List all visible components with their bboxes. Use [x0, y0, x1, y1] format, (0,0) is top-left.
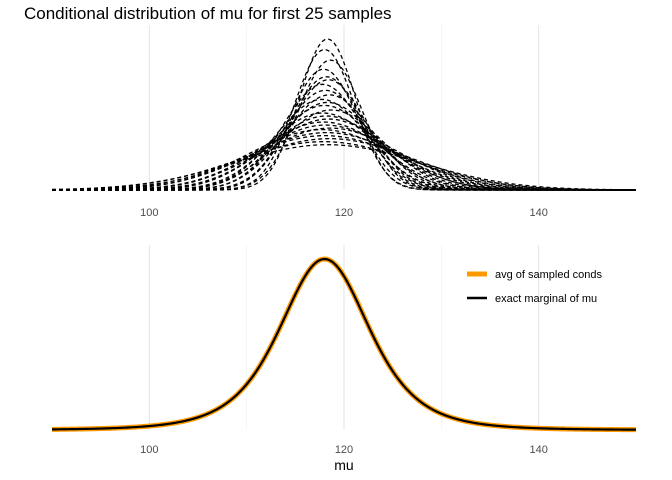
chart-title: Conditional distribution of mu for first… [24, 4, 392, 23]
x-tick-label: 120 [335, 444, 353, 456]
legend-label-avg-of-sampled-conds: avg of sampled conds [495, 269, 603, 281]
conditional-density-line-19 [52, 127, 636, 191]
conditional-density-line-25 [51, 144, 637, 191]
conditional-density-line-7 [52, 83, 636, 191]
bottom-x-tick-labels: 100 120 140 [140, 444, 548, 456]
bottom-density-lines [51, 256, 637, 433]
conditional-density-line-20 [51, 128, 636, 191]
x-tick-label: 100 [140, 207, 158, 219]
series-line-exact-marginal-of-mu [51, 257, 637, 431]
legend-label-exact-marginal-of-mu: exact marginal of mu [495, 293, 597, 305]
conditional-density-line-1 [52, 38, 636, 191]
x-axis-title: mu [334, 457, 353, 473]
legend: avg of sampled conds exact marginal of m… [467, 269, 603, 305]
conditional-density-line-24 [51, 141, 637, 191]
x-tick-label: 140 [529, 207, 547, 219]
x-tick-label: 100 [140, 444, 158, 456]
top-density-lines [51, 38, 637, 191]
x-tick-label: 140 [529, 444, 547, 456]
conditional-density-line-18 [52, 124, 636, 191]
top-panel: 100 120 140 [51, 25, 637, 219]
conditional-density-line-21 [51, 131, 637, 191]
bottom-panel: 100 120 140 mu avg of sampled conds exact … [51, 245, 637, 473]
x-tick-label: 120 [335, 207, 353, 219]
top-x-tick-labels: 100 120 140 [140, 207, 548, 219]
